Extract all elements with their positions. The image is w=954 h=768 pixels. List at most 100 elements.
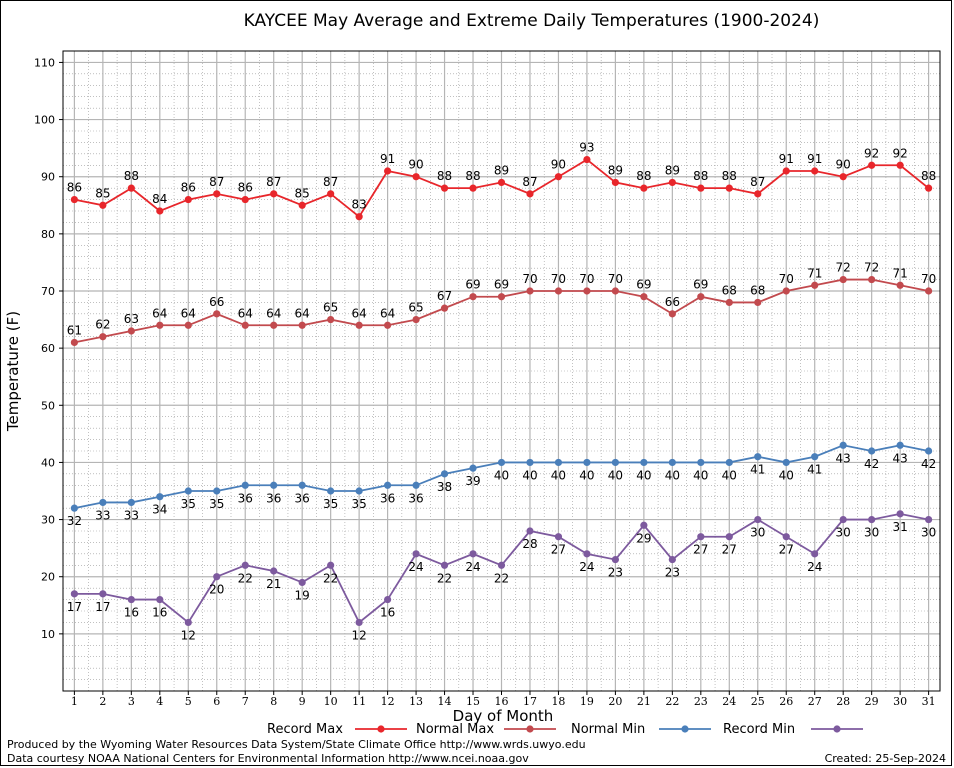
normal-min-data-label: 40 [579,468,594,482]
record-max-point [440,184,449,192]
normal-max-point [99,333,107,341]
normal-max-data-label: 62 [95,318,110,332]
record-max-point [213,190,221,198]
normal-max-data-label: 70 [779,272,794,286]
normal-min-data-label: 41 [807,463,822,477]
legend-label-record-min: Record Min [723,722,795,737]
record-min-point [725,533,733,541]
normal-max-data-label: 67 [437,289,452,303]
y-tick-label: 20 [41,571,55,584]
normal-min-data-label: 33 [95,508,110,522]
legend-marker-record-max [377,725,385,733]
normal-min-data-label: 35 [181,497,196,511]
record-max-point [497,178,506,187]
normal-min-data-label: 36 [266,491,281,505]
record-max-point [611,178,619,187]
normal-min-data-label: 38 [437,480,452,494]
normal-max-data-label: 61 [67,323,82,337]
record-min-data-label: 30 [921,526,936,540]
x-axis-label: Day of Month [453,707,554,725]
x-tick-label: 16 [495,695,509,708]
normal-max-point [469,293,477,301]
record-max-point [384,167,392,175]
normal-min-data-label: 36 [380,491,395,505]
record-min-point [127,595,135,604]
record-min-data-label: 22 [437,571,452,585]
record-min-point [469,550,477,558]
normal-max-point [697,293,705,301]
record-min-data-label: 28 [522,537,537,551]
record-min-data-label: 24 [465,560,480,574]
record-min-point [868,515,876,524]
normal-max-data-label: 64 [295,306,310,320]
x-tick-label: 8 [270,695,277,708]
x-tick-label: 17 [523,695,537,708]
normal-max-point [725,298,733,307]
record-max-data-label: 89 [665,163,680,177]
normal-max-data-label: 66 [209,295,224,309]
record-min-data-label: 27 [551,543,566,557]
normal-max-data-label: 72 [864,261,879,275]
record-min-data-label: 22 [238,571,253,585]
record-max-data-label: 88 [722,169,737,183]
normal-min-point [554,458,563,467]
normal-max-data-label: 64 [238,306,253,320]
normal-max-point [896,281,904,289]
record-max-data-label: 88 [465,169,480,183]
y-tick-label: 100 [34,114,55,127]
normal-max-data-label: 70 [608,272,623,286]
normal-min-data-label: 35 [351,497,366,511]
record-min-data-label: 16 [380,606,395,620]
record-min-point [99,590,107,598]
record-max-point [70,195,78,204]
x-tick-label: 12 [381,695,395,708]
normal-max-point [782,287,790,295]
x-tick-label: 30 [893,695,907,708]
normal-max-data-label: 69 [636,278,651,292]
normal-min-point [355,487,363,495]
normal-min-point [184,487,192,495]
normal-min-point [725,458,733,467]
normal-min-point [497,458,506,467]
record-min-point [668,555,676,564]
record-max-point [469,184,477,192]
record-max-point [327,190,335,198]
record-max-point [640,184,648,192]
record-min-point [384,595,392,604]
x-tick-label: 25 [751,695,765,708]
normal-max-data-label: 70 [522,272,537,286]
record-min-point [497,561,506,569]
y-tick-label: 80 [41,228,55,241]
normal-min-point [839,441,847,449]
record-max-point [412,173,420,181]
record-max-data-label: 92 [864,146,879,160]
normal-max-data-label: 69 [494,278,509,292]
normal-max-data-label: 69 [693,278,708,292]
normal-max-point [668,310,676,318]
record-max-data-label: 88 [124,169,139,183]
record-max-point [583,155,591,164]
normal-min-data-label: 40 [522,468,537,482]
legend-marker-normal-max [526,725,534,733]
normal-min-data-label: 35 [209,497,224,511]
normal-max-point [127,327,135,335]
normal-max-point [526,287,534,295]
y-tick-label: 10 [41,628,55,641]
legend-marker-record-min [833,725,841,733]
record-min-data-label: 21 [266,577,281,591]
record-min-point [640,521,648,529]
record-min-data-label: 22 [494,571,509,585]
record-min-data-label: 20 [209,583,224,597]
normal-min-data-label: 40 [665,468,680,482]
x-tick-label: 18 [551,695,565,708]
record-max-data-label: 88 [636,169,651,183]
record-max-data-label: 90 [836,158,851,172]
record-max-data-label: 87 [209,175,224,189]
normal-max-point [327,315,335,324]
record-max-data-label: 87 [266,175,281,189]
normal-max-point [440,304,449,312]
record-min-point [70,590,78,598]
record-min-data-label: 30 [750,526,765,540]
record-max-data-label: 91 [779,152,794,166]
x-tick-label: 15 [466,695,480,708]
